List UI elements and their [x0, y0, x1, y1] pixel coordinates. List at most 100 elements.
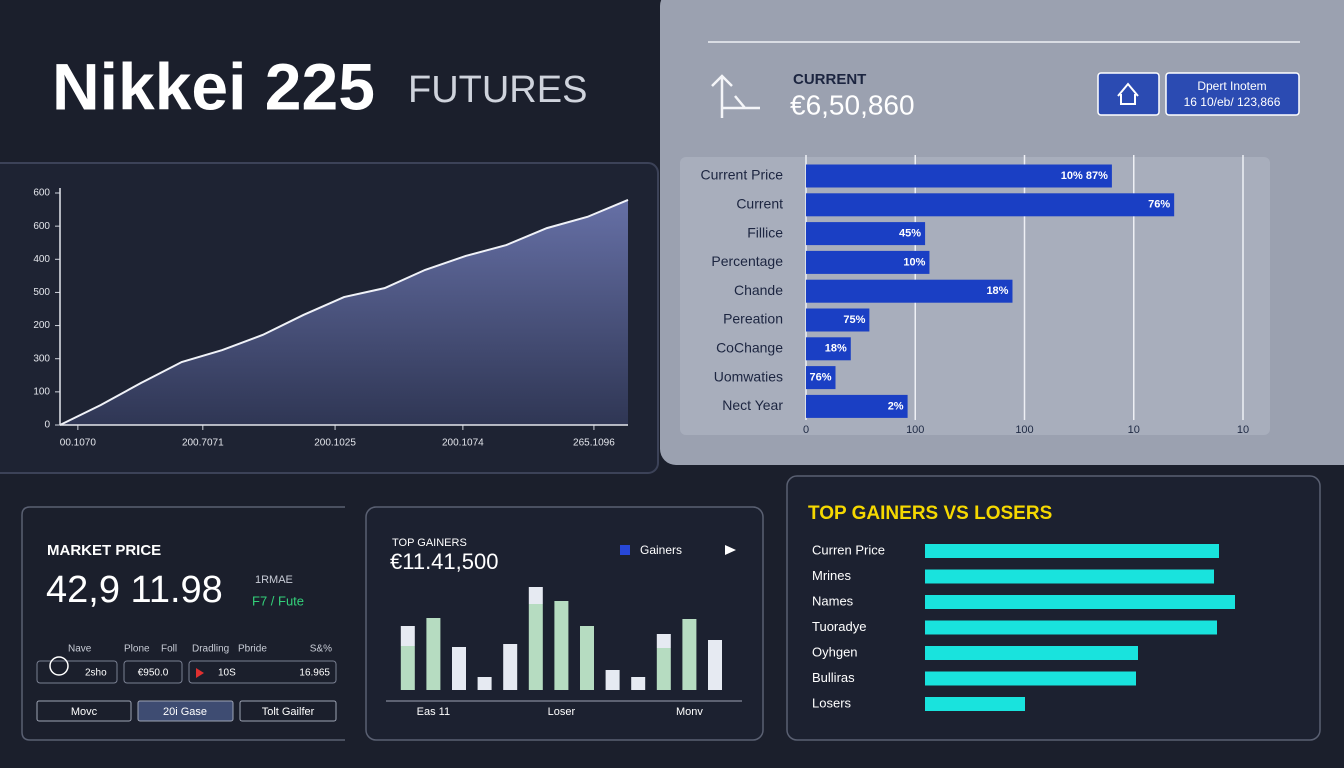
- info-text: 16 10/eb/ 123,866: [1184, 95, 1281, 109]
- x-tick-label: 200.1074: [442, 438, 484, 449]
- category-label: CoChange: [716, 340, 783, 356]
- bar-segment: [503, 644, 518, 690]
- category-label: Names: [812, 593, 854, 608]
- bar-segment: [426, 618, 441, 690]
- cell-text: €950.0: [138, 668, 169, 679]
- legend-marker: [620, 545, 630, 555]
- bar-segment: [708, 640, 722, 690]
- market-title: MARKET PRICE: [47, 542, 161, 559]
- category-label: Uomwaties: [714, 368, 783, 384]
- column-header: Nave: [68, 644, 92, 655]
- category-label: Bulliras: [812, 670, 855, 685]
- category-label: Current Price: [701, 167, 784, 183]
- bar-segment: [656, 648, 671, 690]
- legend-label: Gainers: [640, 543, 682, 557]
- market-change: F7 / Fute: [252, 593, 304, 608]
- x-tick-label: Loser: [548, 706, 576, 718]
- x-tick-label: 100: [906, 424, 924, 436]
- button[interactable]: [137, 700, 234, 722]
- x-tick-label: 200.1025: [314, 438, 356, 449]
- cell: [123, 660, 183, 684]
- cell: [36, 660, 118, 684]
- bar: [806, 337, 851, 361]
- market-panel: [21, 506, 345, 741]
- y-tick-label: 100: [33, 386, 50, 397]
- bar-segment: [580, 626, 594, 690]
- button-label: Movc: [71, 706, 98, 718]
- column-header: Foll: [161, 644, 177, 655]
- y-tick-label: 500: [33, 287, 50, 298]
- category-label: Oyhgen: [812, 644, 858, 659]
- bar: [806, 366, 836, 390]
- column-header: Pbride: [238, 644, 267, 655]
- bar: [925, 697, 1025, 711]
- bar: [925, 544, 1219, 558]
- home-button[interactable]: [1097, 72, 1160, 116]
- bar-segment: [400, 626, 415, 646]
- icon: [196, 668, 204, 678]
- bar: [806, 222, 926, 246]
- bar: [925, 671, 1136, 686]
- category-label: Losers: [812, 695, 852, 710]
- bar-segment: [528, 587, 543, 604]
- bar-note: 10%: [903, 256, 925, 268]
- panel-value: €11.41,500: [390, 549, 498, 574]
- button[interactable]: [36, 700, 132, 722]
- bar-note: 76%: [1148, 199, 1170, 211]
- bar-note: 45%: [899, 228, 921, 240]
- bar: [925, 569, 1214, 584]
- bar-segment: [554, 601, 569, 690]
- icon: [49, 656, 69, 676]
- bar-segment: [452, 647, 466, 690]
- category-label: Mrines: [812, 568, 852, 583]
- x-tick-label: 0: [803, 424, 809, 436]
- bar-segment: [656, 634, 671, 648]
- panel-title: TOP GAINERS: [392, 537, 467, 549]
- bar-note: 76%: [809, 372, 831, 384]
- y-tick-label: 300: [33, 353, 50, 364]
- current-value: €6,50,860: [790, 89, 915, 120]
- bar: [806, 193, 1175, 217]
- info-box[interactable]: [1165, 72, 1300, 116]
- arrow-icon: [711, 74, 760, 118]
- bar-segment: [528, 604, 543, 690]
- y-tick-label: 600: [33, 188, 50, 199]
- x-tick-label: 100: [1015, 424, 1033, 436]
- bar: [925, 595, 1235, 609]
- y-tick-label: 400: [33, 254, 50, 265]
- bar-note: 18%: [986, 285, 1008, 297]
- x-tick-label: 00.1070: [60, 438, 97, 449]
- category-label: Chande: [734, 282, 783, 298]
- home-icon: [1117, 82, 1139, 105]
- bar: [806, 164, 1112, 188]
- panel-title: TOP GAINERS VS LOSERS: [808, 503, 1052, 524]
- bar-segment: [400, 646, 415, 690]
- bar: [806, 394, 908, 418]
- category-label: Pereation: [723, 311, 783, 327]
- area: [60, 199, 628, 425]
- column-header: Dradling: [192, 644, 229, 655]
- category-label: Fillice: [747, 224, 783, 240]
- button[interactable]: [239, 700, 337, 722]
- info-text: Dpert Inotem: [1197, 79, 1266, 93]
- bar: [925, 620, 1217, 635]
- bar: [806, 250, 930, 274]
- x-tick-label: 10: [1237, 424, 1249, 436]
- title: Nikkei 225: [52, 49, 375, 123]
- x-tick-label: 265.1096: [573, 438, 615, 449]
- cell-text: 10S: [218, 668, 236, 679]
- area-line: [59, 199, 629, 426]
- cell: [188, 660, 337, 684]
- y-tick-label: 200: [33, 320, 50, 331]
- play-icon: [725, 545, 736, 555]
- bar-segment: [631, 677, 646, 690]
- category-label: Tuoradye: [812, 619, 866, 634]
- bar-note: 2%: [888, 400, 904, 412]
- cell-text: 16.965: [299, 668, 330, 679]
- current-label: CURRENT: [793, 71, 866, 88]
- bar: [925, 646, 1138, 660]
- y-tick-label: 0: [44, 420, 50, 431]
- bar-segment: [605, 670, 620, 690]
